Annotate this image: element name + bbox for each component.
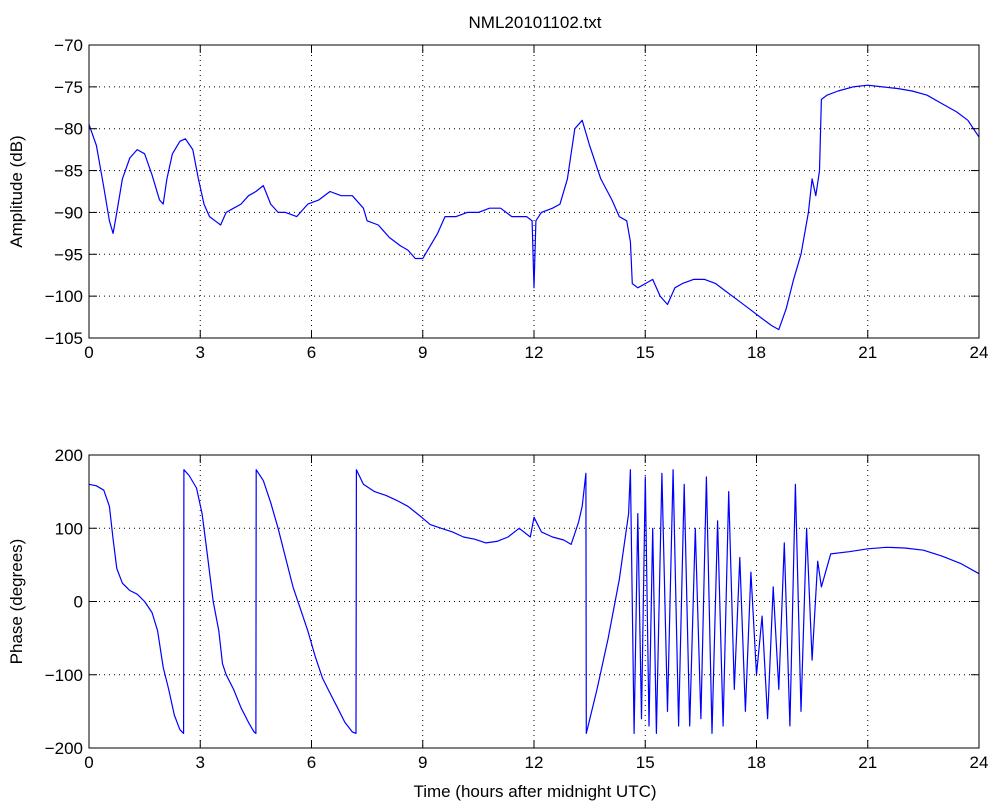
phase-x-tick-label: 15 (636, 753, 655, 772)
x-axis-label: Time (hours after midnight UTC) (413, 782, 656, 801)
amplitude-y-axis-label: Amplitude (dB) (7, 135, 26, 247)
amplitude-y-tick-label: −100 (45, 287, 83, 306)
phase-x-tick-label: 18 (747, 753, 766, 772)
phase-plot: 0 3 6 9 12 15 18 21 24 −200 −100 0 100 200 Phase (degr… (7, 446, 988, 772)
phase-x-tick-label: 6 (307, 753, 316, 772)
phase-y-tick-label: 100 (55, 519, 83, 538)
amplitude-x-tick-label: 24 (970, 343, 989, 362)
amplitude-x-tick-label: 0 (84, 343, 93, 362)
phase-x-tick-label: 9 (418, 753, 427, 772)
amplitude-x-tick-label: 9 (418, 343, 427, 362)
amplitude-y-tick-label: −70 (54, 36, 83, 55)
phase-y-axis-label: Phase (degrees) (7, 539, 26, 665)
phase-y-tick-label: 0 (74, 593, 83, 612)
figure-title: NML20101102.txt (469, 13, 602, 32)
amplitude-y-tick-label: −90 (54, 203, 83, 222)
amplitude-y-tick-label: −75 (54, 78, 83, 97)
phase-x-tick-label: 0 (84, 753, 93, 772)
phase-x-tick-label: 12 (525, 753, 544, 772)
amplitude-y-tick-label: −85 (54, 162, 83, 181)
phase-x-tick-label: 24 (970, 753, 989, 772)
amplitude-x-tick-label: 21 (858, 343, 877, 362)
phase-x-tick-label: 21 (858, 753, 877, 772)
phase-x-tick-label: 3 (196, 753, 205, 772)
amplitude-y-tick-label: −95 (54, 245, 83, 264)
amplitude-x-tick-label: 15 (636, 343, 655, 362)
phase-series-line (88, 469, 980, 735)
phase-y-tick-label: 200 (55, 446, 83, 465)
phase-y-tick-label: −100 (45, 666, 83, 685)
amplitude-series-line (88, 84, 980, 331)
amplitude-plot: 0 3 6 9 12 15 18 21 24 −105 −100 −95 −90 −85 −80 −75 −70… (7, 36, 988, 362)
amplitude-x-tick-label: 3 (196, 343, 205, 362)
amplitude-y-tick-label: −80 (54, 120, 83, 139)
amplitude-y-tick-label: −105 (45, 329, 83, 348)
amplitude-x-tick-label: 6 (307, 343, 316, 362)
amplitude-x-tick-label: 12 (525, 343, 544, 362)
amplitude-x-tick-label: 18 (747, 343, 766, 362)
phase-y-tick-label: −200 (45, 739, 83, 758)
